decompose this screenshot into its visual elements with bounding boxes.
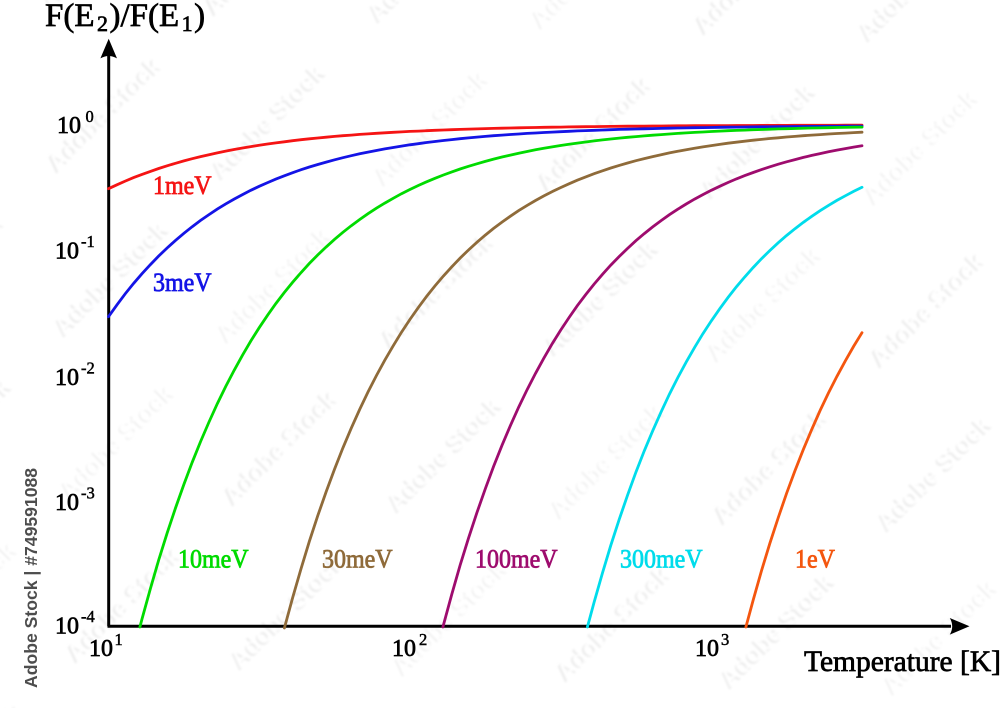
svg-text:F(E2)/F(E1): F(E 2)/F(E 1)	[45, 0, 205, 36]
svg-text:Adobe Stock: Adobe Stock	[545, 398, 670, 523]
svg-text:Adobe Stock: Adobe Stock	[0, 46, 4, 171]
svg-text:Adobe Stock: Adobe Stock	[363, 0, 488, 26]
svg-text:1meV: 1meV	[153, 170, 212, 201]
svg-text:Adobe Stock: Adobe Stock	[206, 58, 331, 183]
svg-text:10: 10	[89, 636, 113, 662]
svg-text:-1: -1	[81, 232, 95, 251]
svg-text:-2: -2	[81, 359, 95, 378]
svg-text:0: 0	[86, 107, 94, 126]
svg-text:100meV: 100meV	[475, 543, 558, 574]
svg-text:Adobe Stock | #749591088: Adobe Stock | #749591088	[21, 468, 41, 688]
svg-text:Adobe Stock: Adobe Stock	[212, 222, 337, 347]
svg-text:1eV: 1eV	[795, 543, 836, 574]
svg-text:30meV: 30meV	[322, 543, 393, 574]
svg-text:Adobe Stock: Adobe Stock	[62, 542, 187, 667]
svg-text:Adobe Stock: Adobe Stock	[55, 379, 180, 504]
svg-text:Adobe Stock: Adobe Stock	[872, 410, 997, 535]
svg-text:Adobe Stock: Adobe Stock	[376, 228, 501, 353]
svg-text:Adobe Stock: Adobe Stock	[539, 234, 664, 359]
svg-text:Adobe Stock: Adobe Stock	[853, 0, 978, 45]
svg-text:Adobe Stock: Adobe Stock	[533, 71, 658, 196]
svg-text:Temperature [K]: Temperature [K]	[804, 646, 1000, 678]
svg-text:-4: -4	[81, 607, 95, 626]
svg-text:10: 10	[55, 614, 79, 640]
svg-text:-3: -3	[81, 484, 95, 503]
svg-text:Adobe Stock: Adobe Stock	[552, 561, 677, 686]
svg-text:Adobe Stock: Adobe Stock	[0, 372, 17, 497]
svg-text:1: 1	[115, 630, 123, 649]
svg-text:3meV: 3meV	[153, 267, 212, 298]
svg-text:10: 10	[392, 636, 416, 662]
svg-text:10: 10	[57, 113, 81, 139]
svg-text:Adobe Stock: Adobe Stock	[878, 574, 1000, 699]
svg-text:10: 10	[55, 239, 79, 265]
svg-text:Adobe Stock: Adobe Stock	[382, 391, 507, 516]
svg-text:Adobe Stock: Adobe Stock	[859, 84, 984, 209]
svg-text:10: 10	[55, 490, 79, 516]
svg-text:Adobe Stock: Adobe Stock	[702, 241, 827, 366]
svg-text:10meV: 10meV	[178, 543, 249, 574]
svg-text:2: 2	[419, 630, 427, 649]
svg-text:10: 10	[695, 636, 719, 662]
svg-text:Adobe Stock: Adobe Stock	[526, 0, 651, 33]
svg-text:Adobe Stock: Adobe Stock	[690, 0, 815, 39]
svg-text:Adobe Stock: Adobe Stock	[866, 247, 991, 372]
svg-text:Adobe Stock: Adobe Stock	[200, 0, 325, 20]
svg-text:300meV: 300meV	[620, 543, 703, 574]
svg-text:Adobe Stock: Adobe Stock	[0, 209, 11, 334]
svg-text:3: 3	[721, 630, 729, 649]
svg-text:Adobe Stock: Adobe Stock	[0, 536, 23, 661]
svg-text:Adobe Stock: Adobe Stock	[0, 699, 30, 708]
svg-text:10: 10	[55, 365, 79, 391]
